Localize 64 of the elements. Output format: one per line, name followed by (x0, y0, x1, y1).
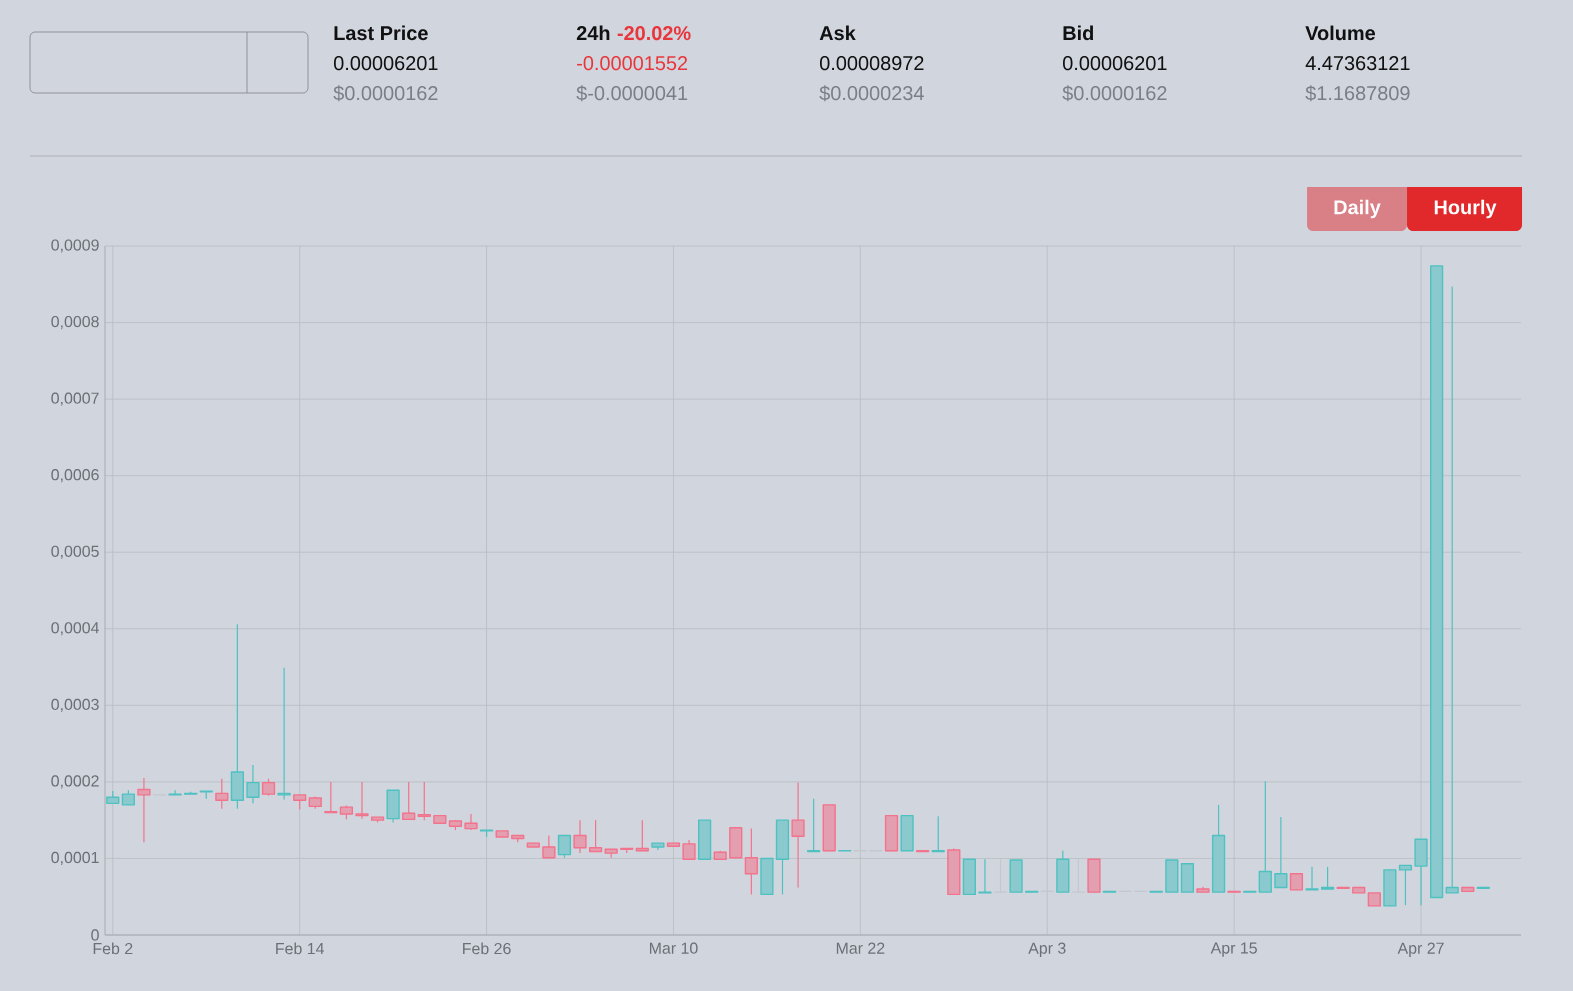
y-tick-label: 0,0007 (51, 392, 99, 406)
x-tick-label: Mar 22 (836, 942, 885, 954)
text: Last Price (334, 25, 428, 41)
text: -0.00001552 (577, 56, 688, 71)
y-tick-label: 0,0003 (51, 698, 99, 712)
candlestick (931, 815, 945, 853)
text: Volume (1305, 25, 1376, 41)
candlestick (1071, 858, 1086, 893)
candlestick (464, 813, 478, 831)
text: Ask (819, 25, 856, 41)
candlestick (978, 858, 992, 894)
candlestick (137, 777, 151, 843)
x-tick-label: Mar 10 (649, 942, 698, 954)
candlestick (417, 781, 431, 821)
x-tick-label: Apr 27 (1397, 942, 1444, 957)
text: 0.00006201 (1062, 56, 1167, 71)
candlestick (791, 782, 805, 889)
x-tick-label: Apr 15 (1210, 942, 1257, 957)
candlestick (682, 839, 696, 861)
candlestick (542, 834, 556, 859)
y-tick-label: 0,0004 (51, 622, 99, 636)
candlestick (744, 827, 758, 896)
text: 0.00008972 (819, 56, 924, 71)
y-tick-label: 0,0005 (51, 545, 99, 559)
y-tick-label: 0,0001 (51, 851, 99, 866)
candlestick (573, 819, 587, 854)
candlestick (1320, 866, 1335, 890)
text: Hourly (1434, 199, 1497, 219)
y-tick-label: 0,0008 (51, 315, 99, 330)
text: 24h (576, 25, 610, 40)
candlestick (588, 819, 603, 853)
text: 0.00006201 (333, 56, 438, 71)
candlestick (807, 798, 821, 853)
candlestick (1258, 780, 1272, 893)
y-tick-label: 0,0006 (51, 469, 99, 483)
candlestick (355, 781, 369, 820)
candlestick (402, 781, 416, 821)
text: -20.02% (617, 26, 691, 41)
candlestick (993, 858, 1008, 893)
y-tick-label: 0,0002 (51, 775, 99, 789)
text: Bid (1063, 25, 1093, 41)
y-tick-label: 0 (91, 929, 99, 941)
text: $0.0000162 (1062, 85, 1167, 102)
candlestick (324, 781, 338, 814)
candlestick (246, 764, 260, 804)
x-tick-label: Feb 14 (276, 942, 324, 955)
candlestick (277, 667, 291, 801)
candlestick (215, 778, 229, 810)
text: 4.47363121 (1305, 56, 1410, 71)
candlestick (168, 789, 182, 796)
candlestick (1398, 864, 1413, 906)
x-tick-label: Apr 3 (1028, 942, 1066, 957)
text: $0.0000162 (333, 85, 438, 102)
y-tick-label: 0,0009 (51, 239, 99, 253)
text: $1.1687809 (1305, 85, 1410, 102)
text: $-0.0000041 (576, 85, 688, 102)
candlestick (557, 834, 572, 859)
candlestick (1274, 816, 1288, 889)
candlestick (1305, 866, 1319, 891)
x-tick-label: Feb 2 (93, 942, 133, 955)
text: $0.0000234 (819, 85, 924, 102)
text: Daily (1334, 199, 1381, 219)
x-tick-label: Feb 26 (463, 942, 511, 955)
candlestick (1445, 285, 1459, 894)
